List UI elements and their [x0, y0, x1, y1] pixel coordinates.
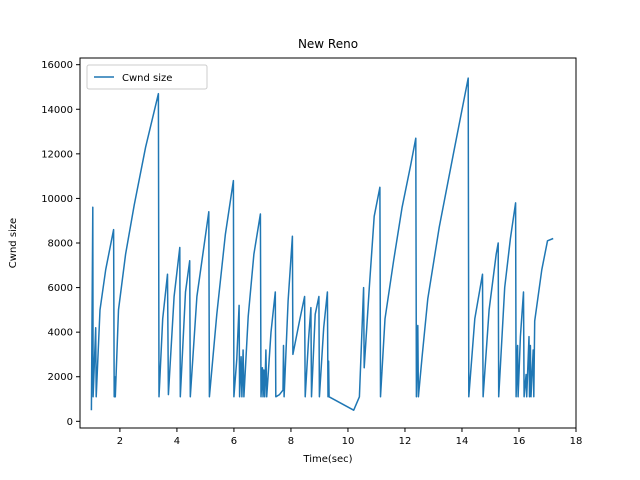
x-tick-label: 6	[231, 436, 237, 447]
chart-title: New Reno	[298, 37, 358, 51]
y-tick-label: 6000	[48, 283, 73, 294]
legend-box	[86, 64, 208, 90]
legend-label: Cwnd size	[122, 73, 172, 84]
y-axis-label: Cwnd size	[8, 218, 19, 268]
x-axis-label: Time(sec)	[302, 454, 352, 465]
y-tick-label: 2000	[48, 372, 73, 383]
x-tick-label: 14	[456, 436, 469, 447]
x-tick-label: 8	[288, 436, 294, 447]
y-tick-label: 16000	[41, 60, 73, 71]
x-axis-ticks: 2 4 6 8 10 12 14 16 18	[117, 428, 583, 447]
x-tick-label: 18	[570, 436, 583, 447]
x-tick-label: 16	[513, 436, 526, 447]
x-tick-label: 2	[117, 436, 123, 447]
y-tick-label: 0	[67, 417, 73, 428]
series-line-cwnd-size	[90, 77, 554, 411]
legend: Cwnd size	[86, 64, 208, 90]
y-axis-ticks: 0 2000 4000 6000 8000 10000 12000 14000 16000	[41, 60, 80, 428]
x-tick-label: 4	[174, 436, 180, 447]
y-tick-label: 4000	[48, 328, 73, 339]
x-tick-label: 12	[399, 436, 412, 447]
plot-area: 2 4 6 8 10 12 14 16 18 0 2000 4000 6000 8000 10000 120…	[41, 57, 583, 447]
y-tick-label: 14000	[41, 105, 73, 116]
y-tick-label: 12000	[41, 149, 73, 160]
y-tick-label: 8000	[48, 239, 73, 250]
x-tick-label: 10	[342, 436, 355, 447]
y-tick-label: 10000	[41, 194, 73, 205]
